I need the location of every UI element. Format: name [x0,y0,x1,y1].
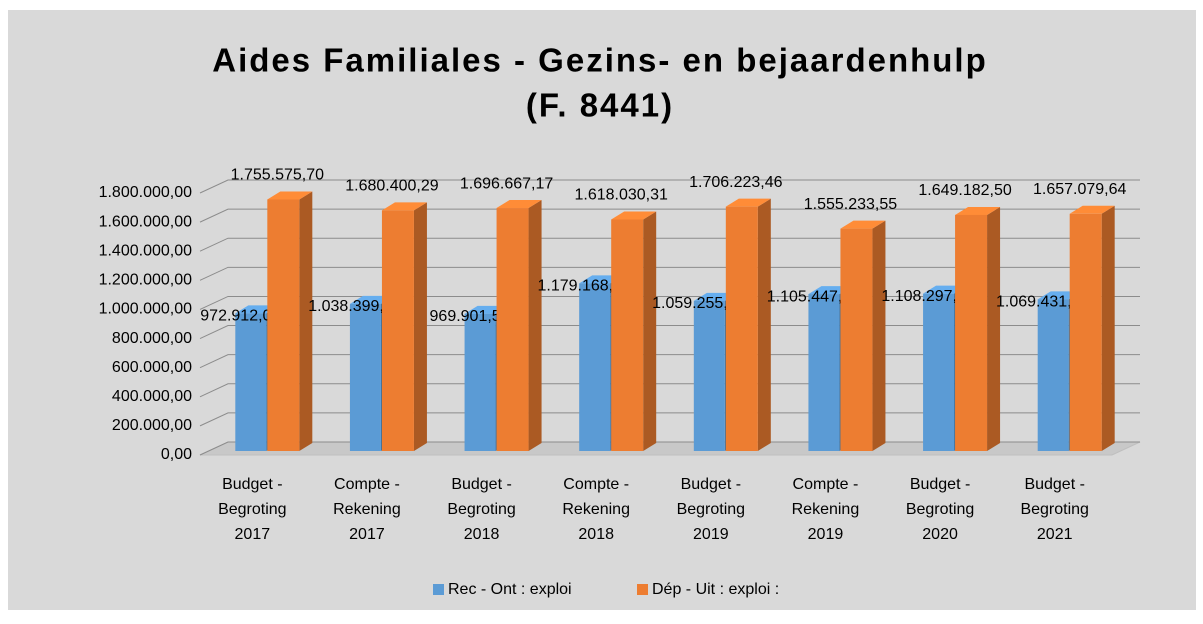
x-tick-label: 2017 [235,526,271,543]
bar-side [299,191,313,452]
y-tick-label: 800.000,00 [112,330,192,347]
x-tick-label: Compte - [793,476,859,493]
x-tick-label: Begroting [1020,501,1089,518]
x-tick-label: Budget - [910,476,970,493]
bar [1069,213,1102,451]
x-tick-label: 2017 [349,526,385,543]
bar-top [840,220,886,229]
x-tick-label: Budget - [1024,476,1084,493]
bar [579,283,611,451]
legend-label: Dép - Uit : exploi : [652,581,779,598]
data-label: 1.179.168,51 [537,278,631,295]
bar-side [643,211,657,451]
x-tick-label: 2018 [578,526,614,543]
grid-line [199,237,1140,252]
x-tick-label: Compte - [334,476,400,493]
x-tick-label: 2020 [922,526,958,543]
data-label: 1.706.223,46 [689,174,783,191]
y-tick-label: 1.800.000,00 [99,184,193,201]
bar [923,293,955,451]
bar-top [1069,205,1115,214]
y-tick-label: 1.000.000,00 [99,301,193,318]
legend-label: Rec - Ont : exploi [448,581,572,598]
x-tick-label: Begroting [906,501,975,518]
data-label: 1.755.575,70 [231,167,325,184]
x-tick-label: Rekening [333,501,401,518]
bar-top [611,211,657,220]
x-tick-label: Begroting [218,501,287,518]
grid-line [199,208,1140,223]
x-tick-label: 2019 [808,526,844,543]
bar [267,199,300,451]
x-tick-label: Begroting [677,501,746,518]
bar [349,303,381,451]
chart-title: Aides Familiales - Gezins- en bejaardenh… [212,42,988,79]
bar [955,214,988,451]
bar-side [528,200,542,451]
grid-line [199,266,1140,281]
bar [808,294,840,451]
bar-side [872,220,886,451]
floor [199,441,1141,456]
bar [464,313,496,451]
data-label: 1.649.182,50 [918,182,1012,199]
bar-top [267,191,313,200]
y-tick-label: 200.000,00 [112,417,192,434]
bar-side [413,202,427,451]
x-tick-label: Budget - [681,476,741,493]
x-tick-label: Begroting [447,501,516,518]
data-label: 1.069.431,26 [996,294,1090,311]
data-label: 1.657.079,64 [1033,181,1127,198]
y-tick-label: 1.600.000,00 [99,213,193,230]
data-label: 1.105.447,43 [767,288,861,305]
x-tick-label: Rekening [562,501,630,518]
legend-swatch [637,584,648,595]
data-label: 1.680.400,29 [345,178,439,195]
x-tick-label: Compte - [563,476,629,493]
data-label: 1.555.233,55 [804,196,898,213]
bar-top [725,198,771,207]
y-tick-label: 400.000,00 [112,388,192,405]
data-label: 1.059.255,62 [652,295,746,312]
y-tick-label: 0,00 [161,446,192,463]
y-tick-label: 1.400.000,00 [99,242,193,259]
x-tick-label: 2018 [464,526,500,543]
y-tick-label: 1.200.000,00 [99,272,193,289]
x-tick-label: Budget - [451,476,511,493]
data-label: 1.696.667,17 [460,175,554,192]
bar [496,208,529,451]
x-tick-label: 2019 [693,526,729,543]
data-label: 1.038.399,69 [308,298,402,315]
y-tick-label: 600.000,00 [112,359,192,376]
bar [840,228,873,451]
bar [1037,299,1069,451]
x-tick-label: 2021 [1037,526,1073,543]
bar-side [987,206,1001,451]
bar [725,206,758,451]
bar [693,300,725,451]
bar-top [381,202,427,211]
x-tick-label: Budget - [222,476,282,493]
bar-side [757,198,771,451]
bar-top [496,200,542,209]
chart-title: (F. 8441) [526,87,674,124]
data-label: 1.108.297,16 [881,288,975,305]
x-tick-label: Rekening [792,501,860,518]
bar [381,210,414,451]
bar [611,219,644,451]
data-label: 969.901,55 [430,308,510,325]
legend-swatch [433,584,444,595]
data-label: 972.912,00 [200,308,280,325]
grid-line [199,179,1140,194]
data-label: 1.618.030,31 [574,187,668,204]
bar-top [955,206,1001,215]
bar [235,313,267,451]
bar-side [1101,205,1115,451]
